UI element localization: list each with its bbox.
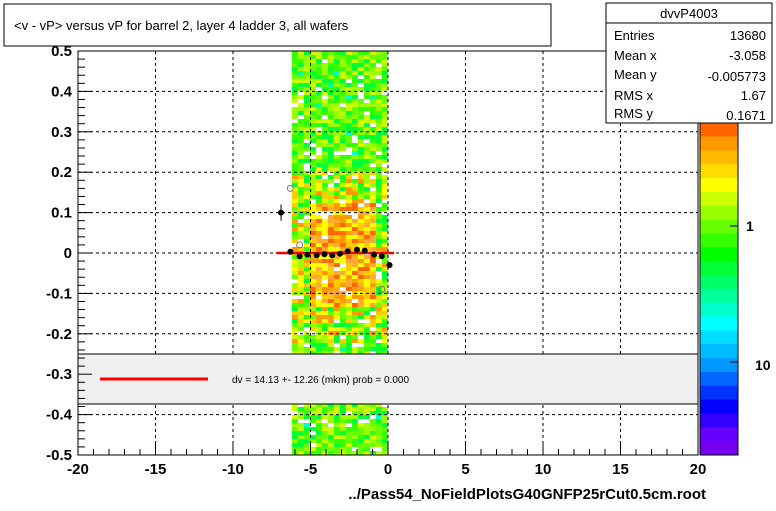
color-scale-cell bbox=[700, 288, 738, 304]
x-tick-label: 15 bbox=[612, 461, 629, 478]
stats-name: dvvP4003 bbox=[660, 6, 718, 21]
y-tick-label: -0.4 bbox=[46, 407, 73, 424]
stats-value-rms-x: 1.67 bbox=[741, 88, 766, 103]
y-tick-label: -0.5 bbox=[46, 447, 72, 464]
y-tick-label: -0.3 bbox=[46, 366, 72, 383]
data-point bbox=[354, 246, 360, 253]
data-point bbox=[304, 251, 311, 258]
color-scale-cell bbox=[700, 191, 738, 207]
x-axis-title: ../Pass54_NoFieldPlotsG40GNFP25rCut0.5cm… bbox=[348, 486, 706, 503]
color-scale-cell bbox=[700, 399, 738, 414]
data-point bbox=[378, 253, 385, 260]
y-tick-label: 0.1 bbox=[51, 205, 72, 222]
stats-label-rms-y: RMS y bbox=[614, 106, 654, 121]
chart-title: <v - vP> versus vP for barrel 2, layer 4… bbox=[14, 18, 349, 33]
stats-label-mean-x: Mean x bbox=[614, 48, 657, 63]
color-scale-cell bbox=[700, 302, 738, 318]
colorbar-label-bottom: 10 bbox=[755, 357, 771, 373]
stats-label-rms-x: RMS x bbox=[614, 88, 654, 103]
color-scale-cell bbox=[700, 413, 738, 428]
colorbar-label-mid: 1 bbox=[746, 218, 754, 234]
color-scale-cell bbox=[700, 219, 738, 234]
data-point bbox=[361, 247, 368, 254]
color-scale-cell bbox=[700, 247, 738, 262]
data-point bbox=[313, 252, 320, 259]
x-tick-label: -20 bbox=[67, 461, 89, 478]
x-tick-label: -15 bbox=[145, 461, 167, 478]
color-scale-cell bbox=[700, 344, 738, 359]
color-scale-cell bbox=[700, 316, 738, 331]
stats-label-entries: Entries bbox=[614, 28, 655, 43]
color-scale bbox=[699, 94, 739, 456]
color-scale-cell bbox=[700, 136, 738, 151]
color-scale-cell bbox=[700, 275, 738, 290]
color-scale-cell bbox=[700, 122, 738, 138]
x-tick-labels: -20 -15 -10 -5 0 5 10 15 20 bbox=[67, 461, 706, 478]
data-point bbox=[344, 248, 351, 255]
y-tick-label: 0.5 bbox=[51, 43, 72, 60]
data-point bbox=[371, 251, 378, 258]
stats-box: dvvP4003 Entries 13680 Mean x -3.058 Mea… bbox=[605, 2, 773, 124]
data-point bbox=[278, 209, 285, 216]
data-point bbox=[296, 253, 303, 260]
x-tick-label: 5 bbox=[461, 461, 469, 478]
x-tick-label: 10 bbox=[535, 461, 552, 478]
fit-text: dv = 14.13 +- 12.26 (mkm) prob = 0.000 bbox=[232, 375, 409, 386]
color-scale-cell bbox=[700, 233, 738, 248]
color-scale-cell bbox=[700, 150, 738, 165]
color-scale-cell bbox=[700, 330, 738, 345]
color-scale-cell bbox=[700, 205, 738, 221]
color-scale-cell bbox=[700, 371, 738, 387]
y-tick-label: 0 bbox=[64, 245, 72, 262]
stats-label-mean-y: Mean y bbox=[614, 67, 657, 82]
y-tick-label: -0.2 bbox=[46, 326, 72, 343]
hollow-point bbox=[286, 184, 294, 192]
hollow-point bbox=[296, 241, 304, 249]
data-points bbox=[278, 184, 393, 293]
stats-value-entries: 13680 bbox=[730, 28, 766, 43]
data-point bbox=[386, 262, 393, 269]
stats-value-rms-y: 0.1671 bbox=[726, 108, 766, 123]
color-scale-cell bbox=[700, 385, 738, 401]
x-tick-label: -5 bbox=[304, 461, 317, 478]
y-tick-labels: 0.5 0.4 0.3 0.2 0.1 0 -0.1 -0.2 -0.3 -0.4 -0.5 bbox=[46, 43, 73, 464]
color-scale-cell bbox=[700, 441, 738, 456]
hollow-point bbox=[378, 285, 386, 293]
color-scale-cell bbox=[700, 427, 738, 442]
color-scale-cell bbox=[700, 261, 738, 276]
y-tick-label: -0.1 bbox=[46, 285, 72, 302]
data-point bbox=[321, 251, 328, 258]
data-point bbox=[329, 252, 336, 259]
y-tick-label: 0.2 bbox=[51, 164, 72, 181]
data-point bbox=[287, 248, 294, 255]
stats-value-mean-x: -3.058 bbox=[729, 48, 766, 63]
y-tick-label: 0.3 bbox=[51, 124, 72, 141]
x-tick-label: 20 bbox=[690, 461, 707, 478]
data-point bbox=[336, 250, 343, 257]
axis-ticks bbox=[77, 50, 699, 456]
x-tick-label: 0 bbox=[384, 461, 392, 478]
y-tick-label: 0.4 bbox=[51, 83, 73, 100]
x-tick-label: -10 bbox=[222, 461, 244, 478]
title-box bbox=[3, 3, 552, 47]
color-scale-cell bbox=[700, 178, 738, 193]
color-scale-cell bbox=[700, 358, 738, 373]
color-scale-cell bbox=[700, 164, 738, 179]
stats-value-mean-y: -0.005773 bbox=[707, 69, 766, 84]
